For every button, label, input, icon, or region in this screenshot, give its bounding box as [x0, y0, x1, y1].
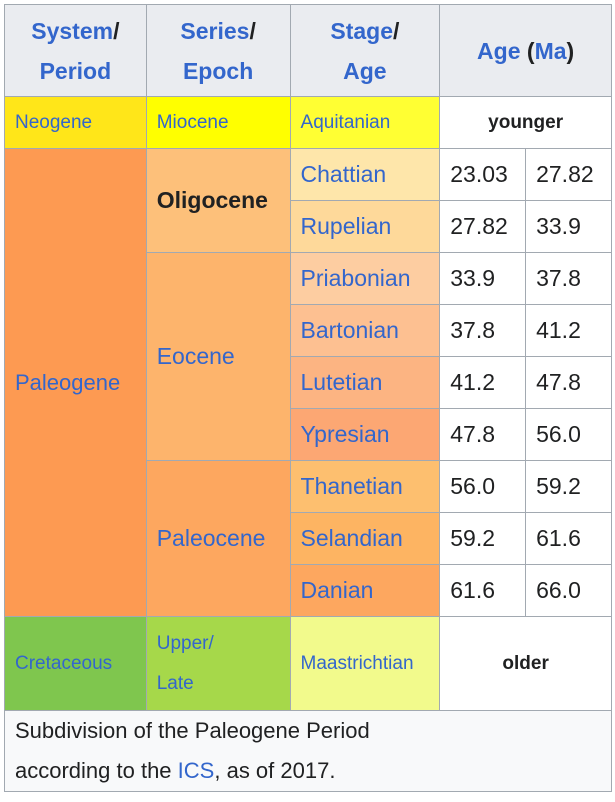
- age-start: 59.2: [439, 512, 527, 565]
- age-start: 56.0: [439, 460, 527, 513]
- age-start: 37.8: [439, 304, 527, 357]
- stage-selandian: Selandian: [289, 512, 441, 565]
- cretaceous-system-cell: Cretaceous: [4, 616, 147, 711]
- age-link[interactable]: Age: [343, 57, 387, 84]
- miocene-series-cell: Miocene: [145, 96, 291, 149]
- table-row: Paleogene Oligocene Chattian 23.03 27.82: [4, 148, 612, 617]
- header-system-period: System/ Period: [4, 4, 147, 97]
- age-start: 27.82: [439, 200, 527, 253]
- late-label: Late: [156, 672, 194, 694]
- geologic-timescale-table: System/ Period Series/ Epoch Stage/ Age …: [4, 4, 612, 792]
- stage-ypresian: Ypresian: [289, 408, 441, 461]
- table-row: Bartonian 37.8 41.2: [5, 304, 612, 357]
- table-row: Eocene Priabonian 33.9 37.8: [5, 252, 612, 461]
- maastrichtian-link[interactable]: Maastrichtian: [300, 652, 414, 674]
- upper-cretaceous-link[interactable]: Upper/Late: [157, 633, 214, 694]
- age-end: 37.8: [525, 252, 612, 305]
- header-age-ma: Age (Ma): [439, 4, 612, 97]
- stage-link[interactable]: Stage: [330, 17, 393, 44]
- stage-thanetian: Thanetian: [289, 460, 441, 513]
- age-end: 61.6: [525, 512, 612, 565]
- table-row: Selandian 59.2 61.6: [5, 512, 612, 565]
- cretaceous-row: Cretaceous Upper/Late Maastrichtian olde…: [4, 616, 612, 711]
- stage-lutetian: Lutetian: [289, 356, 441, 409]
- aquitanian-link[interactable]: Aquitanian: [300, 111, 391, 133]
- neogene-system-cell: Neogene: [4, 96, 147, 149]
- bartonian-link[interactable]: Bartonian: [300, 317, 399, 343]
- header-series-epoch: Series/ Epoch: [145, 4, 291, 97]
- selandian-link[interactable]: Selandian: [300, 525, 403, 551]
- age-end: 56.0: [525, 408, 612, 461]
- maastrichtian-stage-cell: Maastrichtian: [289, 616, 441, 711]
- age-header-link[interactable]: Age: [477, 37, 521, 64]
- caption-row: Subdivision of the Paleogene Period acco…: [4, 710, 612, 792]
- age-start: 33.9: [439, 252, 527, 305]
- neogene-link[interactable]: Neogene: [15, 111, 93, 133]
- aquitanian-stage-cell: Aquitanian: [289, 96, 441, 149]
- priabonian-link[interactable]: Priabonian: [300, 265, 411, 291]
- paleocene-link[interactable]: Paleocene: [156, 525, 266, 551]
- younger-note: younger: [439, 96, 612, 149]
- stage-danian: Danian: [289, 564, 441, 617]
- stage-rupelian: Rupelian: [289, 200, 441, 253]
- header-separator: /: [393, 17, 400, 44]
- upper-late-series-cell: Upper/Late: [145, 616, 291, 711]
- age-start: 47.8: [439, 408, 527, 461]
- eocene-link[interactable]: Eocene: [156, 343, 235, 369]
- header-stage-age: Stage/ Age: [289, 4, 441, 97]
- older-note: older: [439, 616, 612, 711]
- age-start: 23.03: [439, 148, 527, 201]
- age-start: 41.2: [439, 356, 527, 409]
- ics-link[interactable]: ICS: [177, 758, 215, 783]
- table-caption: Subdivision of the Paleogene Period acco…: [4, 710, 612, 792]
- caption-line2-pre: according to the: [15, 758, 178, 783]
- age-end: 47.8: [525, 356, 612, 409]
- caption-line1: Subdivision of the Paleogene Period: [15, 718, 370, 743]
- stage-priabonian: Priabonian: [289, 252, 441, 305]
- upper-label: Upper/: [156, 632, 214, 654]
- eocene-series-cell: Eocene: [145, 252, 291, 461]
- paleogene-link[interactable]: Paleogene: [15, 369, 121, 395]
- paleogene-system-cell: Paleogene: [4, 148, 147, 617]
- age-end: 33.9: [525, 200, 612, 253]
- ypresian-link[interactable]: Ypresian: [300, 421, 390, 447]
- paren-close: ): [566, 37, 575, 64]
- chattian-link[interactable]: Chattian: [300, 161, 387, 187]
- age-end: 66.0: [525, 564, 612, 617]
- period-link[interactable]: Period: [39, 57, 112, 84]
- danian-link[interactable]: Danian: [300, 577, 374, 603]
- age-end: 27.82: [525, 148, 612, 201]
- epoch-link[interactable]: Epoch: [182, 57, 254, 84]
- table-row: Paleocene Thanetian 56.0 59.2: [5, 460, 612, 617]
- series-link[interactable]: Series: [180, 17, 250, 44]
- age-end: 59.2: [525, 460, 612, 513]
- table-row: Lutetian 41.2 47.8: [5, 356, 612, 409]
- ma-link[interactable]: Ma: [534, 37, 567, 64]
- age-start: 61.6: [439, 564, 527, 617]
- lutetian-link[interactable]: Lutetian: [300, 369, 383, 395]
- table-row: Danian 61.6 66.0: [5, 564, 612, 617]
- paleocene-series-cell: Paleocene: [145, 460, 291, 617]
- cretaceous-link[interactable]: Cretaceous: [15, 652, 113, 674]
- stage-chattian: Chattian: [289, 148, 441, 201]
- oligocene-series-cell: Oligocene: [145, 148, 291, 253]
- header-row: System/ Period Series/ Epoch Stage/ Age …: [4, 4, 612, 97]
- miocene-link[interactable]: Miocene: [156, 111, 229, 133]
- caption-line2-post: , as of 2017.: [214, 758, 336, 783]
- system-link[interactable]: System: [31, 17, 114, 44]
- age-end: 41.2: [525, 304, 612, 357]
- paren-open: (: [526, 37, 535, 64]
- header-separator: /: [249, 17, 256, 44]
- stage-bartonian: Bartonian: [289, 304, 441, 357]
- header-separator: /: [113, 17, 120, 44]
- rupelian-link[interactable]: Rupelian: [300, 213, 392, 239]
- thanetian-link[interactable]: Thanetian: [300, 473, 403, 499]
- neogene-row: Neogene Miocene Aquitanian younger: [4, 96, 612, 149]
- table-row: Rupelian 27.82 33.9: [5, 200, 612, 253]
